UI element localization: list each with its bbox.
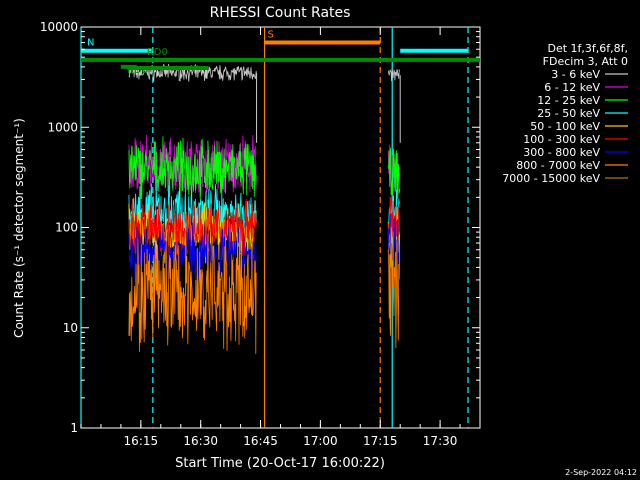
series-trace-6-1 — [387, 213, 401, 267]
series-trace-7-0 — [128, 229, 257, 354]
legend-label-5: 100 - 300 keV — [523, 133, 600, 146]
x-tick-label-1: 16:30 — [183, 434, 218, 448]
legend-label-6: 300 - 800 keV — [523, 146, 600, 159]
annotation-label-2: RD0 — [127, 65, 148, 76]
plot-area: N RD0 RD0 S — [80, 27, 480, 428]
legend-label-0: 3 - 6 keV — [551, 68, 600, 81]
series-trace-6-0 — [128, 222, 257, 286]
x-tick-label-5: 17:30 — [423, 434, 458, 448]
legend-header-1: FDecim 3, Att 0 — [543, 55, 628, 68]
x-tick-label-0: 16:15 — [124, 434, 159, 448]
series-trace-0-0 — [128, 63, 257, 82]
y-tick-label-3: 1000 — [47, 120, 78, 134]
series-trace-2-0 — [128, 136, 257, 200]
annotation-label-0: N — [87, 38, 94, 49]
footer-timestamp: 2-Sep-2022 04:12 — [565, 468, 637, 477]
legend-label-8: 7000 - 15000 keV — [502, 172, 600, 185]
legend-header-0: Det 1f,3f,6f,8f, — [547, 42, 628, 55]
legend: Det 1f,3f,6f,8f,FDecim 3, Att 03 - 6 keV… — [502, 42, 628, 185]
x-axis-label: Start Time (20-Oct-17 16:00:22) — [175, 456, 385, 471]
y-tick-label-4: 10000 — [40, 20, 78, 34]
legend-label-4: 50 - 100 keV — [530, 120, 600, 133]
legend-label-1: 6 - 12 keV — [544, 81, 600, 94]
legend-label-7: 800 - 7000 keV — [516, 159, 600, 172]
axes: 16:15 16:30 16:45 17:00 17:15 17:30 1 10 100 1000… — [40, 20, 481, 448]
legend-label-2: 12 - 25 keV — [537, 94, 600, 107]
legend-label-3: 25 - 50 keV — [537, 107, 600, 120]
x-tick-label-4: 17:15 — [363, 434, 398, 448]
x-tick-label-3: 17:00 — [303, 434, 338, 448]
y-tick-label-0: 1 — [70, 421, 78, 435]
chart-title: RHESSI Count Rates — [210, 5, 351, 21]
y-axis-label: Count Rate (s⁻¹ detector segment⁻¹) — [12, 118, 26, 338]
series-trace-0-1 — [387, 68, 401, 82]
annotation-label-3: S — [268, 30, 274, 41]
series-trace-2-1 — [387, 147, 401, 205]
x-tick-label-2: 16:45 — [243, 434, 278, 448]
y-tick-label-1: 10 — [63, 321, 78, 335]
series-trace-7-1 — [387, 227, 401, 349]
annotation-label-1: RD0 — [147, 47, 168, 58]
y-tick-label-2: 100 — [55, 221, 78, 235]
